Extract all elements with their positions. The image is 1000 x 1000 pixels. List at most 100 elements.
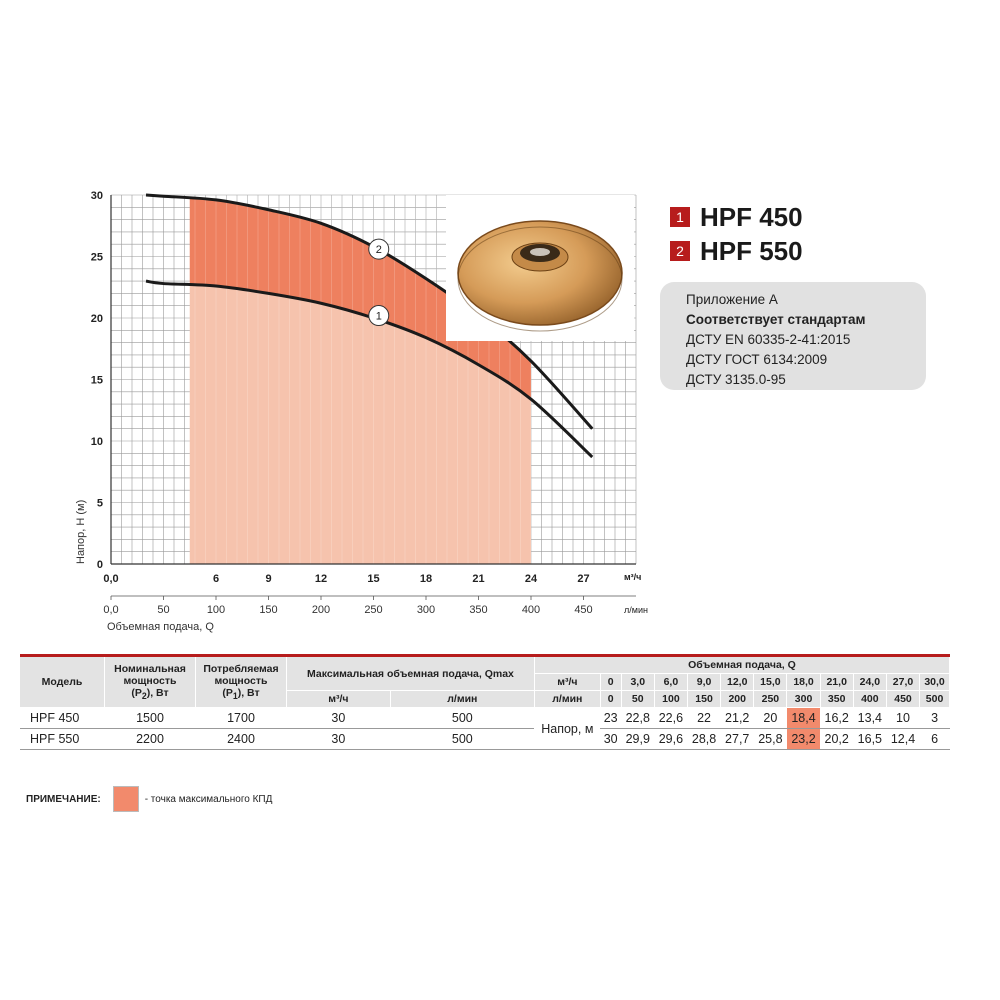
x-tick-label: 12 xyxy=(315,573,327,585)
header-power-consumed: Потребляемая мощность (P1), Вт xyxy=(195,654,287,708)
x-tick-label: 21 xyxy=(472,573,484,585)
cell-qmax-lmin: 500 xyxy=(390,728,535,750)
header-qmax: Максимальная объемная подача, Qmax xyxy=(286,654,535,691)
header-power-nominal: Номинальная мощность (P2), Вт xyxy=(104,654,196,708)
header-q-m3h: 0 xyxy=(600,673,622,691)
header-qmax-lmin: л/мин xyxy=(390,690,535,708)
header-q-m3h: 21,0 xyxy=(820,673,854,691)
x-tick-label: 15 xyxy=(367,573,379,585)
curve-label-circle xyxy=(368,305,390,327)
x2-tick-label: 350 xyxy=(469,604,487,616)
header-q-lmin: 250 xyxy=(753,690,788,708)
header-unit-lmin: л/мин xyxy=(534,690,601,708)
cell-head: 23 xyxy=(600,707,622,729)
header-q-m3h: 3,0 xyxy=(621,673,655,691)
header-q-m3h: 24,0 xyxy=(853,673,887,691)
impeller-image xyxy=(446,195,634,341)
x-tick-label: 6 xyxy=(213,573,219,585)
cell-head: 28,8 xyxy=(687,728,721,750)
header-q-lmin: 450 xyxy=(886,690,921,708)
legend-label: HPF 550 xyxy=(700,235,803,266)
standards-box: Приложение А Соответствует стандартам ДС… xyxy=(660,282,926,390)
spec-table-body: HPF 450 1500 1700 30 500 Напор, м 23 22,8 22,6 22… xyxy=(20,707,950,750)
cell-model: HPF 550 xyxy=(20,728,105,750)
x-unit-label: м³/ч xyxy=(624,572,641,582)
cell-p2: 2200 xyxy=(104,728,196,750)
legend-number: 2 xyxy=(670,241,690,261)
operating-range-hpf-450 xyxy=(189,284,531,564)
x2-tick-label: 150 xyxy=(259,604,277,616)
x2-tick-label: 0,0 xyxy=(103,604,118,616)
x-tick-label: 27 xyxy=(577,573,589,585)
header-q-m3h: 15,0 xyxy=(753,673,788,691)
x-tick-label: 24 xyxy=(525,573,538,585)
x2-tick-label: 450 xyxy=(574,604,592,616)
cell-head: 22,6 xyxy=(654,707,688,729)
header-q-lmin: 50 xyxy=(621,690,655,708)
legend-item-2: 2 HPF 550 xyxy=(670,234,803,268)
y-tick-label: 20 xyxy=(91,313,103,325)
x2-unit-label: л/мин xyxy=(624,605,648,615)
cell-head: 10 xyxy=(886,707,920,729)
header-q-m3h: 30,0 xyxy=(919,673,950,691)
header-q-m3h: 18,0 xyxy=(786,673,821,691)
curve-label-text: 1 xyxy=(376,311,382,323)
cell-head: 21,2 xyxy=(720,707,754,729)
y-tick-label: 0 xyxy=(97,559,103,571)
header-q-lmin: 100 xyxy=(654,690,688,708)
cell-head: 30 xyxy=(600,728,622,750)
cell-head: 29,9 xyxy=(621,728,655,750)
standard-line: ДСТУ EN 60335-2-41:2015 xyxy=(686,332,851,347)
cell-qmax-m3h: 30 xyxy=(286,707,391,729)
x-tick-label: 0,0 xyxy=(103,573,118,585)
header-q-lmin: 350 xyxy=(820,690,854,708)
x-axis-label: Объемная подача, Q xyxy=(107,621,214,633)
header-q-m3h: 12,0 xyxy=(720,673,755,691)
y-tick-label: 25 xyxy=(91,252,103,264)
cell-head: 16,5 xyxy=(853,728,887,750)
header-flow: Объемная подача, Q xyxy=(534,654,951,674)
y-tick-label: 10 xyxy=(91,436,103,448)
header-q-lmin: 0 xyxy=(600,690,622,708)
x2-tick-label: 300 xyxy=(417,604,435,616)
x2-tick-label: 400 xyxy=(522,604,540,616)
standards-title: Приложение А xyxy=(686,292,778,307)
header-model: Модель xyxy=(20,654,105,708)
table-row: HPF 450 1500 1700 30 500 Напор, м 23 22,8 22,6 22… xyxy=(20,707,950,750)
header-q-m3h: 6,0 xyxy=(654,673,688,691)
header-qmax-m3h: м³/ч xyxy=(286,690,391,708)
x-tick-label: 18 xyxy=(420,573,432,585)
spec-table: Модель Номинальная мощность (P2), Вт Потр… xyxy=(20,654,951,750)
cell-head: 22,8 xyxy=(621,707,655,729)
header-row-m3h: м³/ч 0 3,0 6,0 9,0 12,0 15,0 18,0 21,0 24,0 27,0 3… xyxy=(20,673,950,691)
cell-head: 20,2 xyxy=(820,728,854,750)
legend: 1 HPF 450 2 HPF 550 xyxy=(670,200,803,268)
header-unit-m3h: м³/ч xyxy=(534,673,601,691)
curve-label-text: 2 xyxy=(376,244,382,256)
legend-number: 1 xyxy=(670,207,690,227)
cell-head: 27,7 xyxy=(720,728,754,750)
cell-head: 12,4 xyxy=(886,728,920,750)
header-q-lmin: 150 xyxy=(687,690,722,708)
cell-p1: 2400 xyxy=(195,728,287,750)
cell-qmax-m3h: 30 xyxy=(286,728,391,750)
y-tick-label: 15 xyxy=(91,375,103,387)
note-label: ПРИМЕЧАНИЕ: xyxy=(26,793,101,805)
header-q-m3h: 27,0 xyxy=(886,673,921,691)
x2-tick-label: 50 xyxy=(157,604,169,616)
header-row-lmin: м³/ч л/мин л/мин 0 50 100 150 200 250 300 350 40… xyxy=(20,690,950,708)
note-swatch xyxy=(112,786,139,812)
cell-model: HPF 450 xyxy=(20,707,105,729)
impeller-icon xyxy=(457,220,623,332)
cell-head: 29,6 xyxy=(654,728,688,750)
curve-series-1 xyxy=(145,279,594,459)
y-tick-label: 30 xyxy=(91,190,103,202)
cell-head-label: Напор, м xyxy=(534,707,601,750)
x-tick-label: 9 xyxy=(265,573,271,585)
curve-label-1: 1 xyxy=(368,305,390,327)
header-q-lmin: 500 xyxy=(919,690,950,708)
standards-subtitle: Соответствует стандартам xyxy=(686,312,866,327)
operating-range-hpf-550 xyxy=(189,198,531,400)
curve-series-2 xyxy=(145,193,594,430)
header-q-lmin: 300 xyxy=(786,690,821,708)
